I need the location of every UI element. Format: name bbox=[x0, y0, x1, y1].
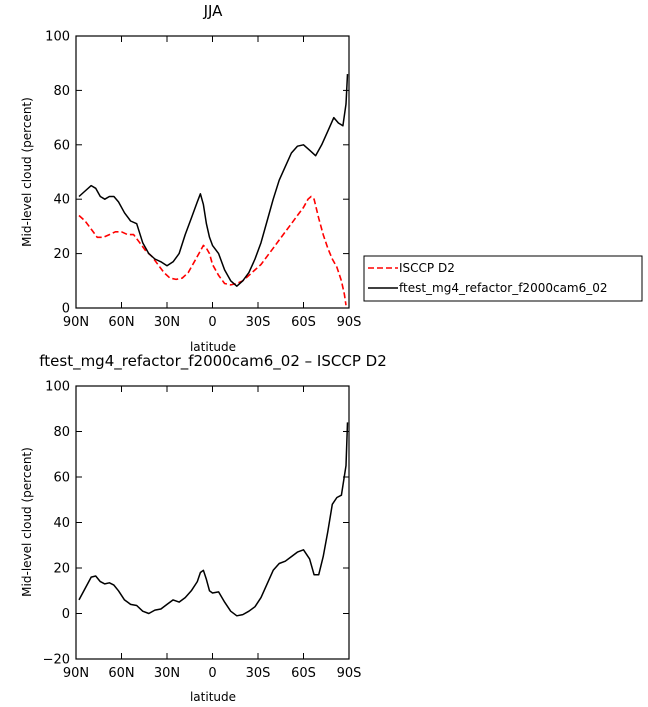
x-tick-label: 30S bbox=[246, 315, 271, 330]
plot-lines bbox=[78, 74, 349, 306]
isccp-series-line bbox=[78, 195, 347, 306]
x-tick-label: 90N bbox=[63, 666, 89, 681]
y-tick-label: 20 bbox=[53, 562, 70, 577]
difference-chart-title: ftest_mg4_refactor_f2000cam6_02 – ISCCP … bbox=[39, 352, 386, 371]
x-tick-label: 60S bbox=[291, 666, 316, 681]
chart-title: JJA bbox=[203, 2, 224, 20]
y-tick-label: 20 bbox=[53, 247, 70, 262]
y-tick-label: 0 bbox=[62, 302, 70, 317]
x-axis-label: latitude bbox=[190, 690, 236, 704]
y-axis: 0 20 40 60 80 100 bbox=[45, 30, 349, 317]
x-tick-label: 90N bbox=[63, 315, 89, 330]
x-tick-label: 30N bbox=[154, 666, 180, 681]
y-axis-label: Mid-level cloud (percent) bbox=[20, 447, 34, 597]
plot-lines bbox=[78, 422, 349, 617]
top-panel: JJA 0 20 40 60 80 100 90N 60N 30N 0 30S 60S 90S lat… bbox=[20, 2, 361, 354]
x-tick-label: 30N bbox=[154, 315, 180, 330]
y-tick-label: 80 bbox=[53, 425, 70, 440]
x-tick-label: 90S bbox=[337, 315, 362, 330]
bottom-panel: ftest_mg4_refactor_f2000cam6_02 – ISCCP … bbox=[20, 352, 387, 704]
y-tick-label: 0 bbox=[62, 607, 70, 622]
plot-frame bbox=[75, 385, 350, 660]
y-tick-label: 60 bbox=[53, 471, 70, 486]
y-tick-label: 80 bbox=[53, 84, 70, 99]
y-tick-label: 60 bbox=[53, 138, 70, 153]
legend-label-model: ftest_mg4_refactor_f2000cam6_02 bbox=[399, 281, 608, 295]
legend: ISCCP D2 ftest_mg4_refactor_f2000cam6_02 bbox=[363, 255, 643, 302]
x-axis: 90N 60N 30N 0 30S 60S 90S bbox=[63, 386, 362, 681]
y-axis-label: Mid-level cloud (percent) bbox=[20, 97, 34, 247]
y-tick-label: 100 bbox=[45, 380, 70, 395]
y-tick-label: 40 bbox=[53, 516, 70, 531]
x-tick-label: 60S bbox=[291, 315, 316, 330]
legend-label-isccp: ISCCP D2 bbox=[399, 261, 455, 275]
x-tick-label: 60N bbox=[108, 666, 134, 681]
legend-box bbox=[363, 255, 643, 302]
x-tick-label: 0 bbox=[208, 315, 216, 330]
x-axis-label: latitude bbox=[190, 340, 236, 354]
plot-frame bbox=[75, 35, 350, 309]
x-tick-label: 90S bbox=[337, 666, 362, 681]
x-tick-label: 0 bbox=[208, 666, 216, 681]
model-series-line bbox=[78, 74, 349, 287]
x-tick-label: 60N bbox=[108, 315, 134, 330]
x-axis: 90N 60N 30N 0 30S 60S 90S bbox=[63, 36, 362, 330]
y-tick-label: 100 bbox=[45, 30, 70, 45]
x-tick-label: 30S bbox=[246, 666, 271, 681]
y-axis: −20 0 20 40 60 80 100 bbox=[43, 380, 349, 668]
y-tick-label: 40 bbox=[53, 193, 70, 208]
y-tick-label: −20 bbox=[43, 653, 70, 668]
model-series-line bbox=[78, 422, 349, 617]
